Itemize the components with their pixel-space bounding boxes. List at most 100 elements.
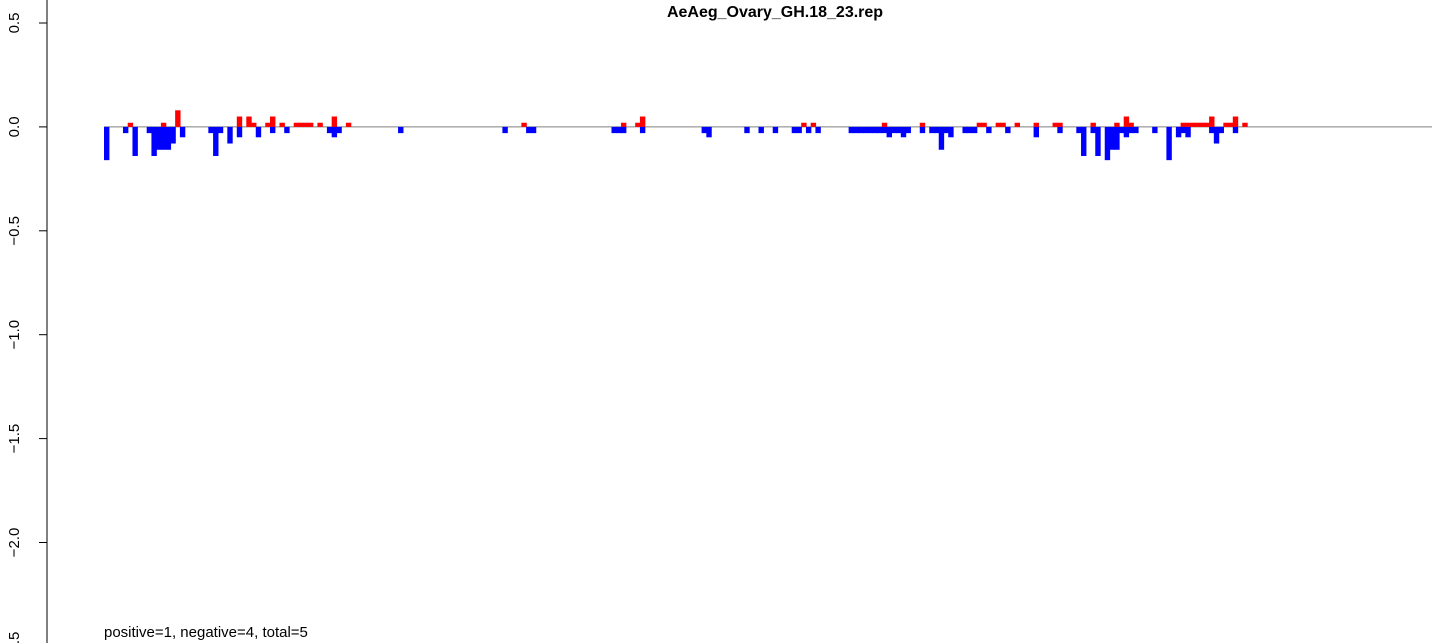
bar-positive — [236, 116, 243, 127]
bar-negative — [934, 126, 940, 134]
y-tick-label: 0.0 — [6, 116, 23, 137]
bar-negative — [1180, 126, 1187, 134]
bar-positive — [981, 122, 987, 127]
bar-negative — [758, 126, 764, 134]
bar-positive — [175, 110, 181, 127]
bar-negative — [227, 126, 233, 144]
bar-positive — [1123, 116, 1130, 127]
bar-positive — [1000, 122, 1006, 127]
bar-positive — [293, 122, 300, 127]
bar-positive — [1033, 122, 1039, 127]
bar-negative — [236, 126, 243, 138]
bar-positive — [1052, 122, 1058, 127]
bar-negative — [919, 126, 926, 134]
bar-negative — [896, 126, 902, 134]
bar-negative — [122, 126, 129, 134]
summary-annotation: positive=1, negative=4, total=5 — [104, 624, 308, 641]
bar-negative — [948, 126, 954, 138]
bar-negative — [962, 126, 968, 134]
bar-negative — [1185, 126, 1191, 138]
bar-negative — [336, 126, 342, 134]
bar-negative — [255, 126, 262, 138]
bar-positive — [1014, 122, 1021, 127]
bar-negative — [1232, 126, 1239, 134]
y-tick-label: −0.5 — [6, 216, 23, 246]
bar-negative — [772, 126, 779, 134]
bar-negative — [929, 126, 935, 134]
bar-negative — [867, 126, 873, 134]
bar-positive — [635, 122, 641, 127]
bar-negative — [1033, 126, 1039, 138]
bar-positive — [1194, 122, 1201, 127]
bar-negative — [213, 126, 219, 156]
bar-positive — [521, 122, 527, 127]
bar-negative — [326, 126, 333, 134]
bar-negative — [706, 126, 712, 138]
bar-negative — [1114, 126, 1120, 150]
bar-negative — [616, 126, 622, 134]
y-tick-label: 0.5 — [6, 13, 23, 34]
bar-negative — [1005, 126, 1011, 134]
bar-negative — [815, 126, 821, 134]
chart-title: AeAeg_Ovary_GH.18_23.rep — [667, 4, 883, 21]
bar-negative — [891, 126, 897, 134]
bar-negative — [791, 126, 798, 134]
bar-positive — [279, 122, 285, 127]
bar-negative — [905, 126, 911, 134]
bar-negative — [744, 126, 750, 134]
bar-negative — [270, 126, 276, 134]
bar-positive — [620, 122, 627, 127]
bar-negative — [1166, 126, 1172, 161]
bar-positive — [1190, 122, 1196, 127]
bar-negative — [938, 126, 945, 150]
bar-positive — [303, 122, 309, 127]
bar-negative — [986, 126, 992, 134]
bar-positive — [331, 116, 338, 127]
bar-negative — [530, 126, 537, 134]
bar-negative — [1104, 126, 1111, 161]
bar-negative — [1152, 126, 1158, 134]
bar-negative — [160, 126, 167, 150]
bar-positive — [1090, 122, 1096, 127]
bar-positive — [1223, 122, 1229, 127]
bar-negative — [104, 126, 110, 161]
bar-positive — [1185, 122, 1191, 127]
y-tick-label: −2.5 — [6, 632, 23, 643]
y-tick-label: −1.0 — [6, 320, 23, 350]
bar-positive — [127, 122, 134, 127]
bar-positive — [639, 116, 646, 127]
bar-negative — [877, 126, 883, 134]
bar-negative — [881, 126, 888, 134]
bar-positive — [810, 122, 817, 127]
bar-negative — [611, 126, 617, 134]
bar-positive — [1199, 122, 1205, 127]
y-tick-label: −2.0 — [6, 528, 23, 558]
bar-negative — [146, 126, 153, 134]
bar-positive — [1128, 122, 1134, 127]
bar-positive — [251, 122, 257, 127]
bar-negative — [217, 126, 224, 134]
bar-negative — [1057, 126, 1063, 134]
bar-positive — [1232, 116, 1239, 127]
bar-positive — [1228, 122, 1234, 127]
bar-negative — [208, 126, 214, 134]
bar-negative — [1118, 126, 1125, 134]
bar-negative — [1133, 126, 1139, 134]
bar-positive — [298, 122, 304, 127]
bar-negative — [156, 126, 162, 150]
bar-positive — [1180, 122, 1187, 127]
bar-positive — [345, 122, 352, 127]
bar-positive — [307, 122, 314, 127]
bar-negative — [900, 126, 907, 138]
bar-negative — [170, 126, 176, 144]
bar-negative — [620, 126, 627, 134]
bar-negative — [853, 126, 859, 134]
bar-positive — [1057, 122, 1063, 127]
bar-negative — [1109, 126, 1115, 150]
bar-positive — [1209, 116, 1215, 127]
bar-negative — [398, 126, 404, 134]
bar-negative — [1076, 126, 1082, 134]
bar-positive — [919, 122, 926, 127]
